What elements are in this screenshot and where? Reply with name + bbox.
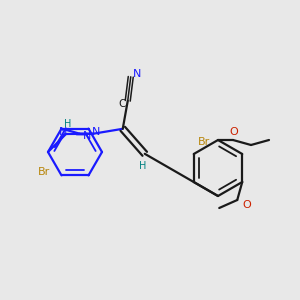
Text: H: H	[139, 161, 146, 171]
Text: Br: Br	[198, 137, 210, 147]
Text: N: N	[133, 69, 141, 79]
Text: O: O	[243, 200, 252, 210]
Text: H: H	[64, 119, 72, 129]
Text: N: N	[83, 130, 92, 141]
Text: O: O	[230, 127, 238, 137]
Text: N: N	[59, 127, 67, 137]
Text: N: N	[92, 127, 101, 136]
Text: C: C	[118, 99, 125, 109]
Text: Br: Br	[38, 167, 50, 177]
